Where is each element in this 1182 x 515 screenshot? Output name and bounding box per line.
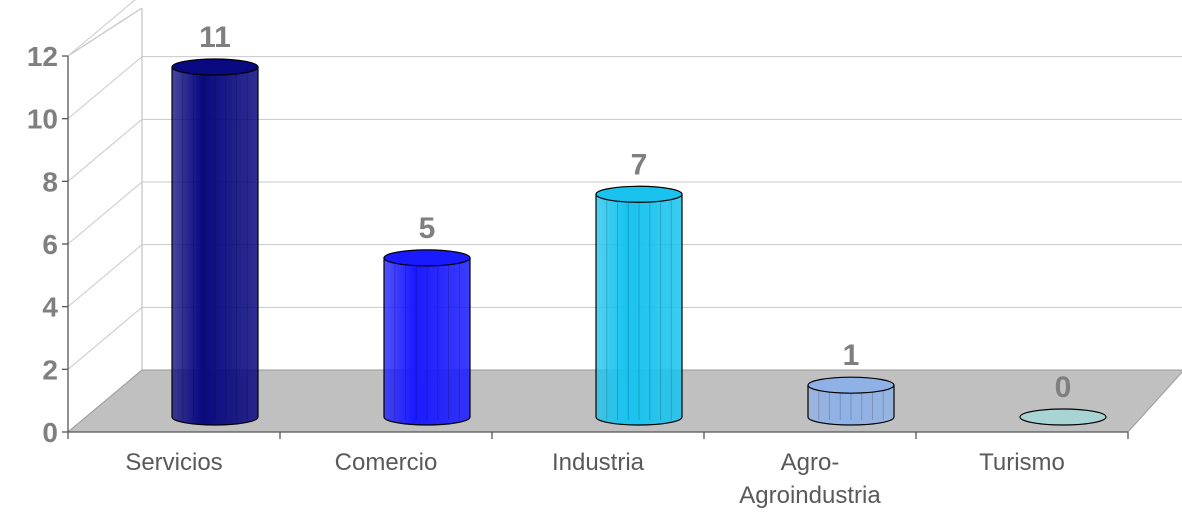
bar-top <box>807 376 895 394</box>
bar-top <box>595 185 683 203</box>
bar-body <box>807 384 895 426</box>
y-tick-label: 8 <box>42 166 58 197</box>
x-tick-label: Servicios <box>125 449 222 476</box>
bar-top <box>383 249 471 267</box>
bar-top <box>171 58 259 76</box>
side-gridline <box>67 244 143 308</box>
x-tick-label: Agro-Agroindustria <box>739 449 881 509</box>
bar-servicios <box>171 58 259 426</box>
side-gridline <box>67 118 143 182</box>
bar-agro-agroindustria <box>807 376 895 426</box>
bars <box>171 58 1107 426</box>
data-label: 11 <box>199 21 231 54</box>
data-label: 5 <box>419 212 436 245</box>
x-tick-label: Comercio <box>335 449 438 476</box>
side-gridline <box>67 56 143 120</box>
bar-turismo <box>1019 408 1107 426</box>
bar-body <box>383 257 471 426</box>
bar-top <box>1019 408 1107 426</box>
y-tick-label: 10 <box>27 104 58 135</box>
side-gridline <box>67 306 143 370</box>
data-label: 7 <box>631 148 648 181</box>
y-tick-label: 0 <box>42 417 58 448</box>
side-gridline <box>67 0 136 57</box>
x-tick-label: Turismo <box>979 449 1065 476</box>
bar-body <box>171 66 259 426</box>
data-label: 0 <box>1055 371 1072 404</box>
labels: 02468101211Servicios5Comercio7Industria1… <box>27 21 1072 509</box>
y-tick-label: 4 <box>42 292 58 323</box>
side-gridline <box>67 181 143 245</box>
x-tick-label: Industria <box>552 449 645 476</box>
side-wall-edge <box>67 7 143 57</box>
data-label: 1 <box>843 339 860 372</box>
bar-industria <box>595 185 683 426</box>
y-tick-label: 2 <box>42 354 58 385</box>
y-tick-label: 12 <box>27 41 58 72</box>
y-tick-label: 6 <box>42 229 58 260</box>
bar-body <box>595 193 683 426</box>
bar-comercio <box>383 249 471 426</box>
